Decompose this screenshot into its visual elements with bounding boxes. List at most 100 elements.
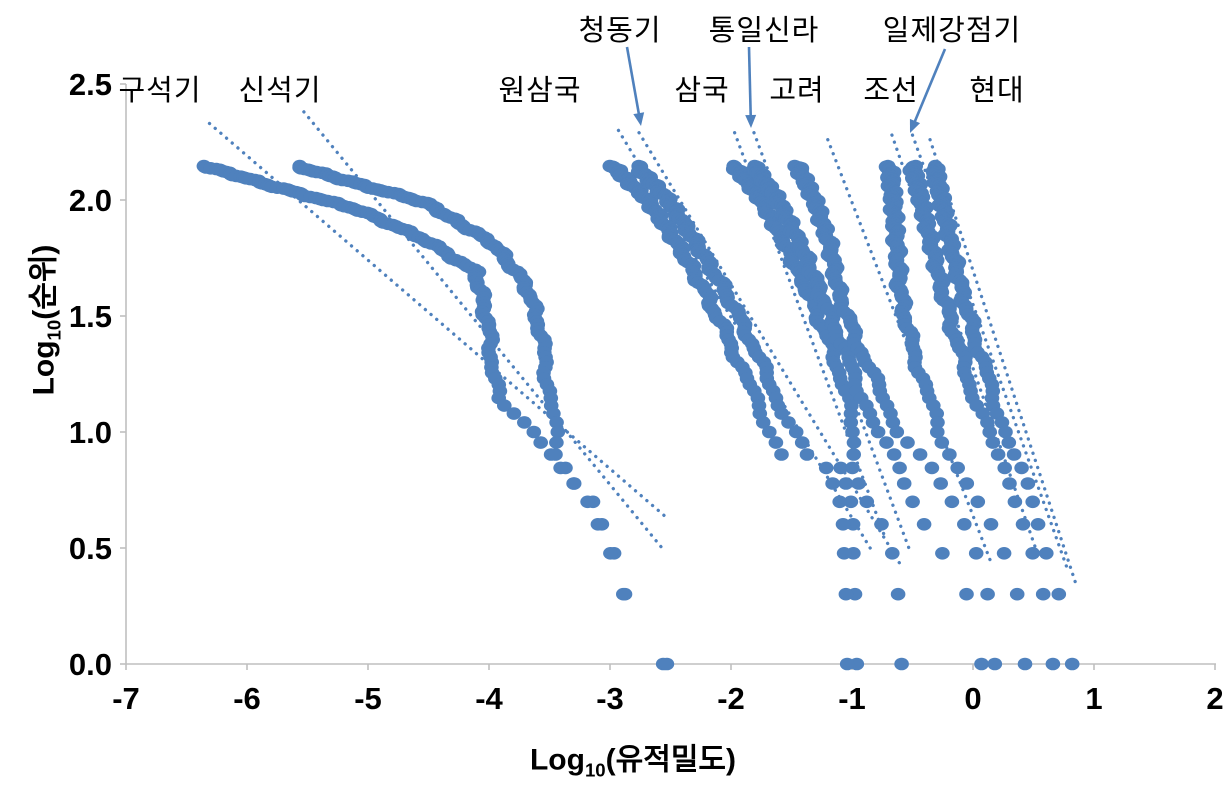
data-point-proto-three-kingdoms <box>836 547 852 560</box>
data-point-bronze-age <box>799 448 815 461</box>
data-point-goryeo <box>980 587 995 601</box>
data-point-paleolithic <box>533 436 548 449</box>
data-point-neolithic <box>603 547 618 560</box>
data-point-three-kingdoms <box>846 448 861 461</box>
data-point-bronze-age <box>833 461 848 475</box>
x-tick-label: -6 <box>233 681 261 716</box>
data-point-paleolithic <box>526 425 542 439</box>
data-point-goryeo <box>912 448 928 461</box>
data-point-three-kingdoms <box>851 477 866 490</box>
data-point-neolithic <box>549 416 564 429</box>
y-tick-label: 2.0 <box>69 183 112 218</box>
data-point-paleolithic <box>506 407 522 420</box>
x-axis-title-sub: 10 <box>584 759 606 781</box>
data-point-unified-silla <box>886 448 902 461</box>
data-point-bronze-age <box>794 436 810 449</box>
data-point-modern <box>1030 518 1046 531</box>
series-label-proto-three-kingdoms: 원삼국 <box>498 75 582 107</box>
y-tick-label: 1.5 <box>69 299 112 334</box>
trendline-paleolithic <box>207 121 669 520</box>
x-tick-label: -5 <box>354 681 382 716</box>
series-label-goryeo: 고려 <box>769 75 825 107</box>
data-point-japanese-colonial <box>985 436 1001 449</box>
data-point-three-kingdoms <box>843 416 859 429</box>
data-point-joseon <box>959 477 975 490</box>
y-tick-label: 0.5 <box>69 531 112 566</box>
data-point-japanese-colonial <box>1007 495 1023 509</box>
x-axis-title-rest: (유적밀도) <box>605 743 737 777</box>
data-point-unified-silla <box>870 425 886 439</box>
data-point-bronze-age <box>843 495 859 509</box>
data-point-japanese-colonial <box>990 448 1006 461</box>
data-point-proto-three-kingdoms <box>818 461 834 475</box>
data-point-three-kingdoms <box>843 407 859 420</box>
data-point-unified-silla <box>916 518 932 531</box>
data-point-modern <box>1006 448 1022 461</box>
series-label-neolithic: 신석기 <box>238 75 322 107</box>
data-point-neolithic <box>580 495 595 509</box>
data-point-japanese-colonial <box>1025 547 1040 560</box>
trendline-three-kingdoms <box>732 131 887 539</box>
series-label-japanese-colonial: 일제강점기 <box>882 15 1022 47</box>
data-point-joseon <box>1009 587 1025 601</box>
x-tick-label: -3 <box>596 681 624 716</box>
series-label-modern: 현대 <box>969 75 1025 107</box>
y-axis-title-sub: 10 <box>43 319 65 341</box>
annotation-arrow-line-japanese-colonial <box>912 48 947 126</box>
data-point-unified-silla <box>896 477 912 490</box>
x-tick-label: 1 <box>1085 681 1102 716</box>
data-point-three-kingdoms <box>845 425 860 439</box>
data-point-joseon <box>950 461 965 475</box>
data-point-modern <box>1001 436 1017 449</box>
data-point-goryeo <box>924 461 940 475</box>
data-point-modern <box>1014 461 1029 475</box>
data-point-joseon <box>930 416 945 429</box>
data-point-japanese-colonial <box>997 461 1012 475</box>
data-point-modern <box>1020 477 1036 490</box>
series-label-joseon: 조선 <box>863 75 919 107</box>
trendline-bronze-age <box>637 131 904 569</box>
data-point-neolithic <box>548 448 563 461</box>
data-point-joseon <box>996 547 1012 560</box>
data-point-unified-silla <box>865 416 881 429</box>
annotation-arrow-head-unified-silla <box>745 114 757 128</box>
data-point-bronze-age <box>781 416 796 429</box>
data-point-modern <box>1025 495 1040 509</box>
data-point-goryeo <box>957 518 972 531</box>
y-axis-title-rest: (순위) <box>27 244 61 320</box>
data-point-proto-three-kingdoms <box>835 518 851 531</box>
data-point-goryeo <box>889 425 905 439</box>
data-point-proto-three-kingdoms <box>774 448 789 461</box>
data-point-proto-three-kingdoms <box>768 436 784 449</box>
data-point-three-kingdoms <box>846 436 862 449</box>
data-point-three-kingdoms <box>859 495 875 509</box>
y-axis-title-log: Log <box>27 340 61 396</box>
data-point-goryeo <box>900 436 915 449</box>
data-point-unified-silla <box>959 587 974 601</box>
data-point-paleolithic <box>517 416 532 429</box>
annotation-arrow-line-unified-silla <box>747 46 753 120</box>
series-label-unified-silla: 통일신라 <box>708 15 820 47</box>
data-point-proto-three-kingdoms <box>762 425 777 439</box>
x-axis-title: Log10(유적밀도) <box>530 735 736 782</box>
data-point-three-kingdoms <box>894 657 909 671</box>
y-tick-label: 0.0 <box>69 647 112 682</box>
y-tick-label: 1.0 <box>69 415 112 450</box>
y-axis-title: Log10(순위) <box>19 245 66 396</box>
data-point-unified-silla <box>935 547 950 560</box>
data-point-goryeo <box>885 416 901 429</box>
data-point-goryeo <box>987 657 1003 671</box>
data-point-japanese-colonial <box>1015 518 1031 531</box>
annotation-arrow-line-bronze-age <box>625 46 641 118</box>
data-point-bronze-age <box>788 425 804 439</box>
x-tick-label: 2 <box>1206 681 1223 716</box>
data-point-bronze-age <box>845 518 861 531</box>
x-axis-title-log: Log <box>529 743 585 777</box>
data-point-modern <box>998 425 1013 439</box>
data-point-joseon <box>1017 657 1033 671</box>
data-point-modern <box>1064 657 1080 671</box>
data-point-japanese-colonial <box>1035 587 1051 601</box>
data-point-joseon <box>970 495 986 509</box>
annotation-arrow-head-japanese-colonial <box>909 118 921 133</box>
